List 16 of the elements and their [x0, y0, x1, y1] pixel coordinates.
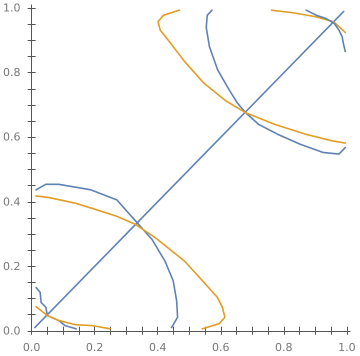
x-tick-label: 0.0 [22, 341, 40, 354]
line-series [35, 306, 111, 330]
y-tick-label: 0.6 [2, 130, 20, 144]
y-tick-label: 1.0 [2, 2, 20, 15]
x-tick-label: 1.0 [338, 341, 356, 354]
line-series [35, 195, 226, 330]
x-tick-label: 0.8 [275, 341, 293, 354]
y-tick-label: 0.4 [2, 195, 20, 208]
y-tick-label: 0.2 [2, 260, 20, 273]
line-series [270, 9, 346, 34]
x-tick-label: 0.4 [148, 341, 166, 354]
y-tick-label: 0.8 [2, 66, 20, 80]
y-tick-label: 0.0 [2, 324, 20, 338]
line-series [157, 9, 346, 144]
x-tick-label: 0.2 [86, 341, 104, 354]
x-tick-label: 0.6 [212, 341, 230, 354]
